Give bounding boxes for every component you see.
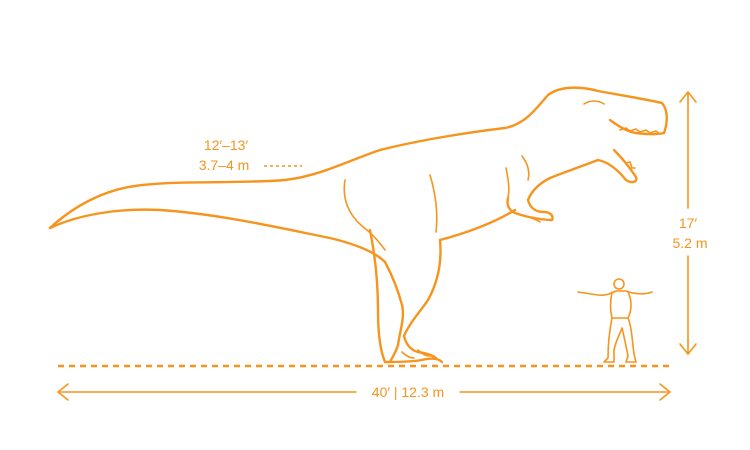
- hip-height-metric-label: 3.7–4 m: [199, 157, 250, 173]
- height-feet-label: 17′: [679, 215, 698, 231]
- height-metric-label: 5.2 m: [672, 235, 707, 251]
- height-arrow: [679, 91, 697, 355]
- hip-height-feet-label: 12′–13′: [204, 137, 249, 153]
- length-label: 40′ | 12.3 m: [372, 384, 444, 400]
- human-figure-icon: [577, 278, 653, 363]
- length-arrow: [57, 383, 671, 401]
- tyrannosaurus-icon: [48, 86, 668, 364]
